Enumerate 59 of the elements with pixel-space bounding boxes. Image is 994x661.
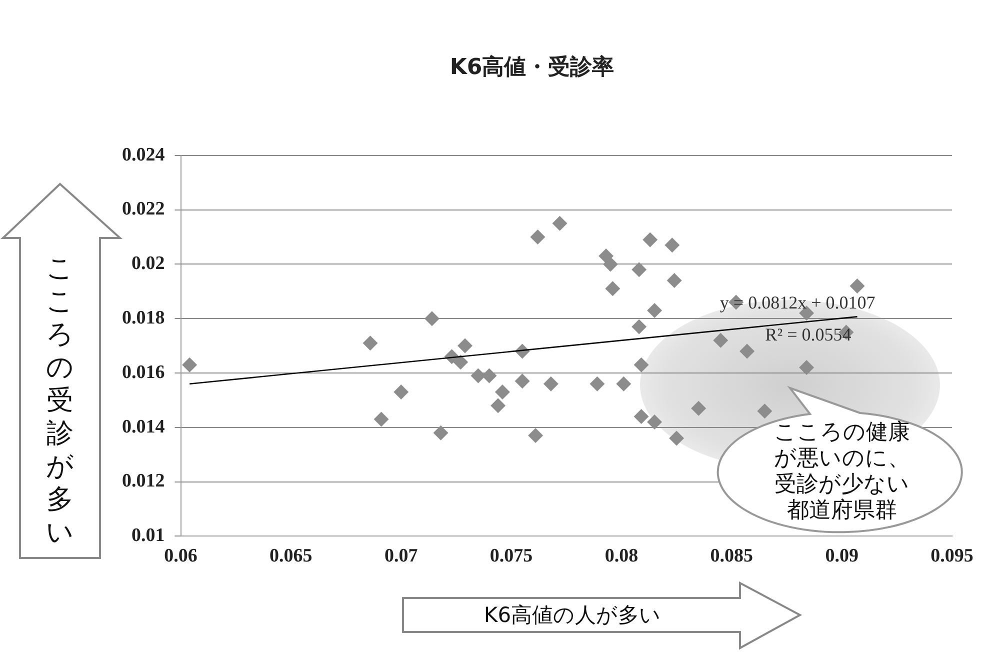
x-tick-label: 0.085 [710, 546, 754, 567]
annotation: こころの健康が悪いのに、受診が少ない都道府県群 [773, 420, 911, 524]
point [850, 278, 865, 294]
point [632, 319, 647, 334]
point [632, 262, 647, 278]
point [634, 409, 649, 424]
point [664, 238, 680, 253]
point [740, 344, 755, 359]
x-tick-label: 0.08 [604, 546, 638, 567]
y-tick-label: 0.016 [122, 362, 165, 383]
annotation: R² = 0.0554 [765, 324, 852, 345]
y-tick-label: 0.012 [122, 470, 165, 492]
annotation: y = 0.0812x + 0.0107 [720, 292, 876, 313]
point [543, 376, 558, 392]
chart-title: K6高値・受診率 [450, 54, 614, 80]
point [669, 430, 684, 446]
point [634, 357, 649, 372]
x-tick-label: 0.06 [164, 546, 198, 567]
point [647, 302, 662, 318]
point [642, 232, 658, 248]
point [713, 332, 728, 348]
y-tick-label: 0.022 [122, 198, 165, 220]
y-tick-label: 0.018 [122, 308, 165, 329]
point [528, 428, 544, 444]
x-tick-label: 0.07 [384, 546, 418, 567]
point [530, 230, 546, 244]
point [799, 360, 814, 376]
y-tick-label: 0.024 [122, 144, 166, 166]
point [647, 414, 662, 430]
x-axis-title: K6高値の人が多い [482, 602, 662, 629]
point [666, 273, 682, 288]
point [552, 216, 568, 231]
point [182, 357, 198, 372]
point [482, 368, 497, 384]
point [590, 376, 605, 392]
point [691, 400, 706, 416]
x-tick-label: 0.065 [270, 546, 312, 567]
x-tick-label: 0.09 [825, 546, 858, 567]
point [394, 384, 409, 400]
text: こころの受診が多い [46, 252, 74, 548]
y-tick-label: 0.014 [122, 416, 166, 438]
x-tick-label: 0.075 [490, 546, 533, 567]
point [362, 336, 378, 351]
point [514, 374, 530, 389]
y-tick-label: 0.01 [132, 525, 165, 546]
point [458, 338, 473, 354]
point [757, 404, 772, 419]
point [616, 376, 632, 392]
point [470, 368, 486, 384]
point [602, 256, 618, 272]
point [374, 412, 389, 427]
point [605, 281, 620, 296]
point [453, 354, 468, 370]
point [424, 311, 440, 326]
point [490, 398, 506, 414]
point [433, 425, 448, 440]
x-tick-label: 0.095 [930, 546, 974, 567]
point [494, 384, 510, 400]
y-tick-label: 0.02 [132, 253, 165, 274]
